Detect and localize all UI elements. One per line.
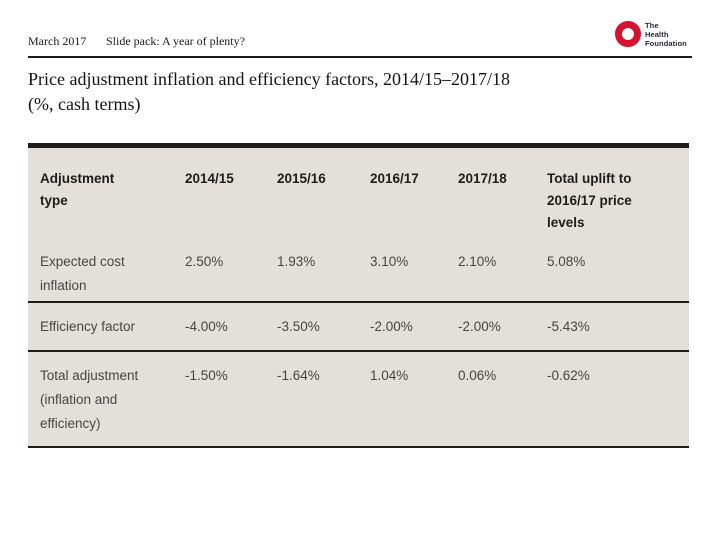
row-label: Expected cost inflation xyxy=(40,253,125,293)
logo-wordmark-line3: Foundation xyxy=(645,39,687,48)
table-row-total-adjustment: Total adjustment (inflation and efficien… xyxy=(28,350,689,447)
data-cell: -4.00% xyxy=(185,318,228,334)
table-row-expected-cost-inflation: Expected cost inflation 2.50% 1.93% 3.10… xyxy=(28,238,689,302)
adjustments-table: Adjustment type 2014/15 2015/16 2016/17 … xyxy=(28,143,689,448)
logo-ring-icon xyxy=(615,21,641,47)
logo-wordmark-line1: The xyxy=(645,21,659,30)
data-cell: 5.08% xyxy=(547,253,586,269)
column-header-2016-17: 2016/17 xyxy=(370,171,419,186)
data-cell: 2.50% xyxy=(185,253,224,269)
page-title-line2: (%, cash terms) xyxy=(28,94,141,114)
data-cell: 1.93% xyxy=(277,253,316,269)
data-cell: -3.50% xyxy=(277,318,320,334)
column-header-2014-15: 2014/15 xyxy=(185,171,234,186)
data-cell: -1.64% xyxy=(277,367,320,383)
column-header-2015-16: 2015/16 xyxy=(277,171,326,186)
header-divider xyxy=(28,56,692,58)
logo-wordmark: The Health Foundation xyxy=(645,21,687,48)
data-cell: -0.62% xyxy=(547,367,590,383)
row-label: Total adjustment (inflation and efficien… xyxy=(40,367,139,431)
column-header-2017-18: 2017/18 xyxy=(458,171,507,186)
data-cell: -1.50% xyxy=(185,367,228,383)
column-header-total-uplift: Total uplift to 2016/17 price levels xyxy=(547,171,632,230)
data-cell: 2.10% xyxy=(458,253,497,269)
page-title-line1: Price adjustment inflation and efficienc… xyxy=(28,69,511,89)
table-row-efficiency-factor: Efficiency factor -4.00% -3.50% -2.00% -… xyxy=(28,301,689,351)
table-header-row: Adjustment type 2014/15 2015/16 2016/17 … xyxy=(28,146,689,238)
column-header-adjustment-type: Adjustment type xyxy=(40,171,115,208)
slide-pack-label: Slide pack: A year of plenty? xyxy=(106,34,245,48)
page-title: Price adjustment inflation and efficienc… xyxy=(28,67,694,117)
data-cell: 3.10% xyxy=(370,253,409,269)
health-foundation-logo: The Health Foundation xyxy=(615,21,687,48)
data-cell: -5.43% xyxy=(547,318,590,334)
slide-date: March 2017 xyxy=(28,34,87,48)
data-cell: -2.00% xyxy=(458,318,501,334)
row-label: Efficiency factor xyxy=(40,318,136,334)
logo-wordmark-line2: Health xyxy=(645,30,669,39)
data-cell: 1.04% xyxy=(370,367,409,383)
data-cell: 0.06% xyxy=(458,367,497,383)
data-cell: -2.00% xyxy=(370,318,413,334)
